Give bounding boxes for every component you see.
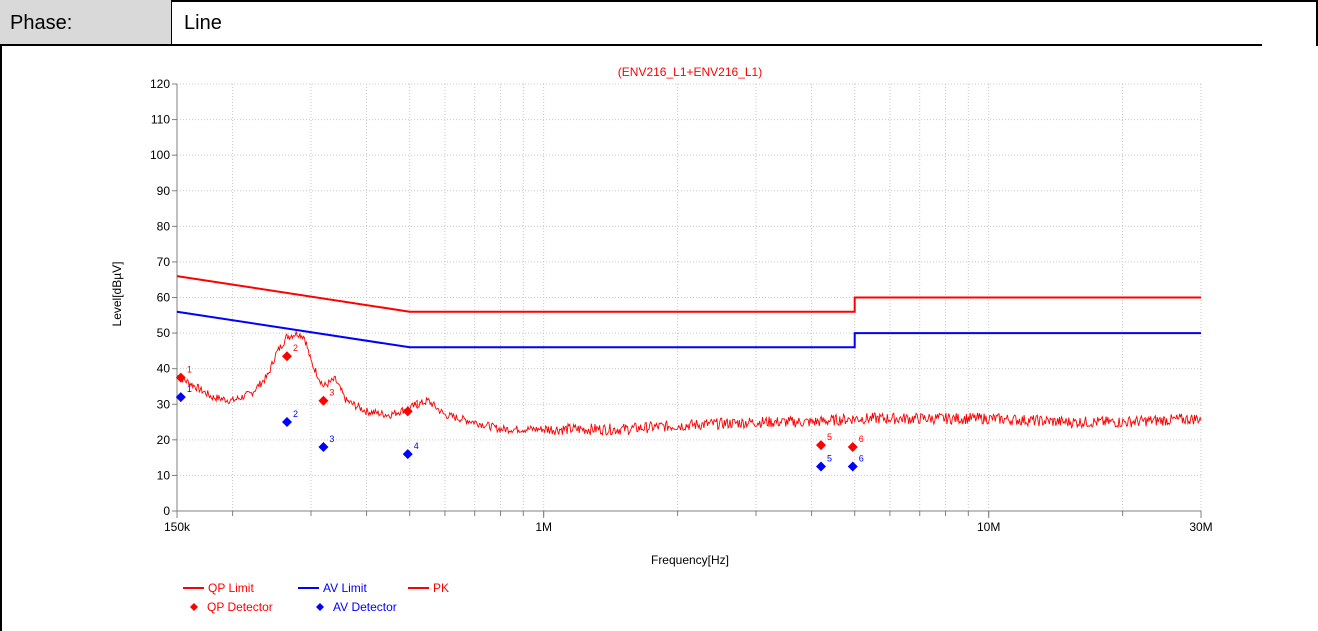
chart-axes: 0 10 20 30 40 50 60 70 80 90 100 110 120 150k 1M 10M 30M bbox=[150, 77, 1213, 534]
phase-header: Phase: Line bbox=[0, 0, 1318, 46]
x-tick-label: 30M bbox=[1189, 520, 1212, 534]
qp-detector-point bbox=[175, 372, 186, 383]
x-tick-label: 1M bbox=[535, 520, 552, 534]
phase-label: Phase: bbox=[10, 12, 73, 34]
qp-detector-point bbox=[847, 441, 858, 452]
y-tick-label: 100 bbox=[150, 148, 170, 162]
y-tick-label: 90 bbox=[157, 184, 171, 198]
qp-detector-point-label: 6 bbox=[859, 434, 864, 444]
qp-detector-point-label: 2 bbox=[293, 343, 298, 353]
av-detector-point bbox=[816, 461, 827, 472]
av-detector-point-label: 1 bbox=[187, 384, 192, 394]
chart-title: (ENV216_L1+ENV216_L1) bbox=[618, 65, 762, 79]
header-divider bbox=[0, 44, 1262, 46]
emission-chart: (ENV216_L1+ENV216_L1) 0 10 20 30 40 50 60 70 80 9… bbox=[110, 65, 1213, 614]
legend-entry-label: QP Limit bbox=[208, 581, 254, 595]
x-tick-label: 150k bbox=[164, 520, 191, 534]
phase-value: Line bbox=[184, 12, 222, 34]
qp-detector-point-label: 1 bbox=[187, 365, 192, 375]
av-detector-point bbox=[175, 392, 186, 403]
y-tick-label: 120 bbox=[150, 77, 170, 91]
qp-detector-point-label: 5 bbox=[827, 432, 832, 442]
qp-detector-point-label: 3 bbox=[329, 388, 334, 398]
chart-series bbox=[176, 275, 1202, 436]
y-tick-label: 50 bbox=[157, 326, 171, 340]
chart-legend: QP Limit AV Limit PK QP Detector AV Detector bbox=[183, 581, 449, 614]
y-tick-label: 70 bbox=[157, 255, 171, 269]
legend-entry-label: AV Detector bbox=[333, 600, 397, 614]
legend-entry-label: QP Detector bbox=[207, 600, 273, 614]
legend-entry-label: PK bbox=[433, 581, 449, 595]
legend-entry-label: AV Limit bbox=[323, 581, 367, 595]
av-detector-point bbox=[281, 417, 292, 428]
av-detector-point-label: 5 bbox=[827, 454, 832, 464]
legend-marker-swatch bbox=[316, 603, 324, 611]
av-detector-point bbox=[847, 461, 858, 472]
pk-trace bbox=[176, 331, 1202, 436]
qp-detector-point bbox=[318, 395, 329, 406]
phase-label-cell: Phase: bbox=[0, 0, 172, 44]
y-tick-label: 10 bbox=[157, 468, 171, 482]
qp-detector-point-label: 4 bbox=[414, 398, 419, 408]
av-detector-point-label: 4 bbox=[414, 441, 419, 451]
qp-detector-point bbox=[816, 440, 827, 451]
y-tick-label: 60 bbox=[157, 291, 171, 305]
av-detector-point-label: 3 bbox=[329, 434, 334, 444]
av-detector-point-label: 2 bbox=[293, 409, 298, 419]
chart-markers: 1 2 3 4 5 6 1 2 3 4 5 6 bbox=[175, 343, 864, 472]
y-tick-label: 0 bbox=[163, 504, 170, 518]
y-axis-label: Level[dBµV] bbox=[110, 262, 124, 327]
av-limit-line bbox=[176, 310, 1201, 349]
qp-detector-point bbox=[281, 351, 292, 362]
legend-marker-swatch bbox=[190, 603, 198, 611]
header-right-border bbox=[1316, 0, 1318, 46]
y-tick-label: 40 bbox=[157, 362, 171, 376]
x-tick-label: 10M bbox=[977, 520, 1000, 534]
qp-detector-point bbox=[402, 406, 413, 417]
y-tick-label: 30 bbox=[157, 397, 171, 411]
y-tick-label: 80 bbox=[157, 219, 171, 233]
av-detector-point bbox=[318, 441, 329, 452]
y-tick-label: 110 bbox=[151, 113, 170, 127]
qp-limit-line bbox=[176, 275, 1201, 313]
av-detector-point bbox=[402, 449, 413, 460]
av-detector-point-label: 6 bbox=[859, 454, 864, 464]
x-axis-label: Frequency[Hz] bbox=[651, 553, 729, 567]
y-tick-label: 20 bbox=[157, 433, 171, 447]
